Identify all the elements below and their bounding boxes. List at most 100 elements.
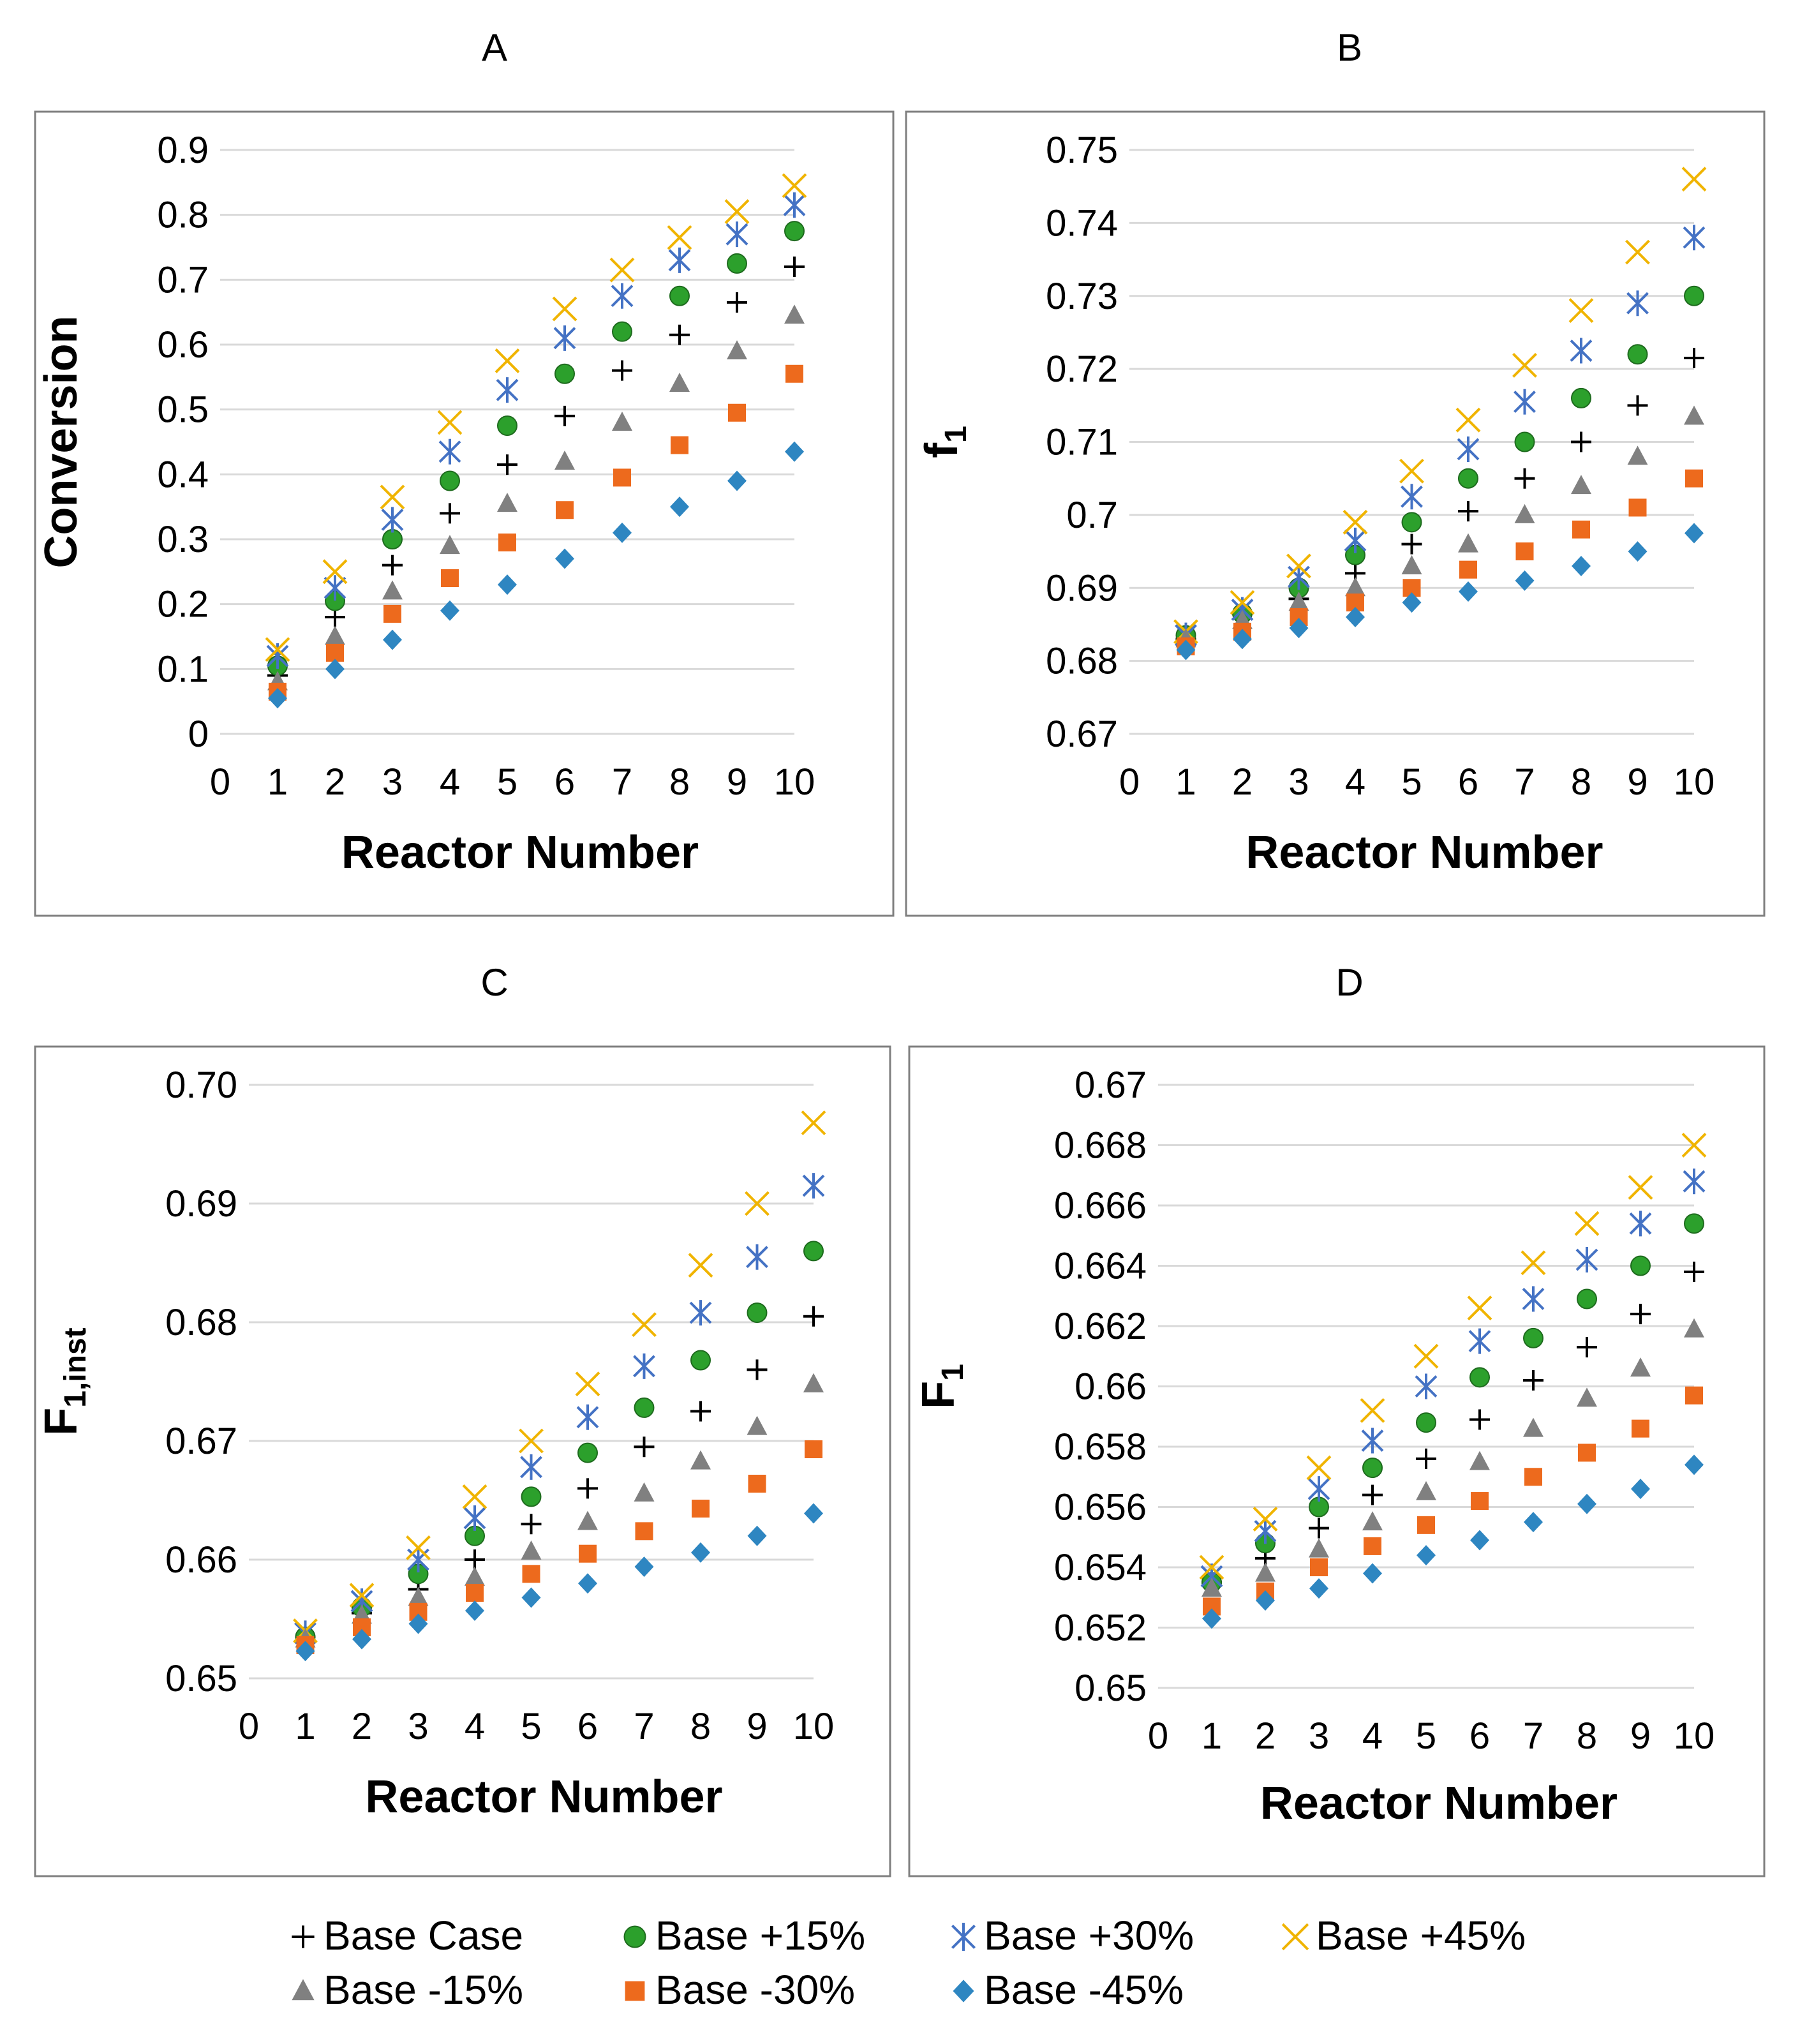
panel-a-point-base-minus30pct xyxy=(441,569,459,587)
panel-a-point-base-minus15pct xyxy=(727,340,747,360)
panel-b-point-base-plus30pct xyxy=(1457,436,1480,462)
panel-c-series-base-plus45pct xyxy=(293,1110,826,1644)
panel-b-y-tick-label: 0.74 xyxy=(1046,202,1118,244)
panel-d-point-base-minus15pct xyxy=(1577,1387,1597,1407)
panel-a-series-base-case xyxy=(267,257,805,686)
panel-c-point-base-plus45pct xyxy=(406,1535,431,1560)
panel-a-point-base-minus30pct xyxy=(671,436,688,454)
panel-c-point-base-plus45pct xyxy=(801,1110,826,1135)
panel-a-point-base-plus30pct xyxy=(496,377,519,403)
panel-d-point-base-plus30pct xyxy=(1629,1211,1652,1237)
panel-a-point-base-minus45pct xyxy=(670,496,689,518)
panel-c-point-base-case xyxy=(690,1401,711,1422)
panel-c-x-tick-label: 0 xyxy=(239,1706,259,1747)
panel-a-x-axis-label: Reactor Number xyxy=(341,827,699,878)
panel-a-point-base-case xyxy=(784,257,805,277)
panel-d-y-tick-label: 0.654 xyxy=(1054,1547,1147,1588)
panel-b-point-base-minus45pct xyxy=(1459,581,1478,602)
panel-d-x-tick-label: 0 xyxy=(1148,1715,1168,1757)
panel-c-point-base-minus15pct xyxy=(690,1450,711,1470)
panel-b-y-tick-label: 0.68 xyxy=(1046,641,1118,682)
panel-d-point-base-minus15pct xyxy=(1201,1578,1222,1597)
panel-c-point-base-plus30pct xyxy=(689,1300,712,1326)
legend-marker-base-minus15pct xyxy=(292,1979,315,2001)
panel-b-point-base-minus30pct xyxy=(1459,560,1477,579)
panel-d-x-tick-label: 5 xyxy=(1416,1715,1436,1757)
panel-a-x-tick-label: 0 xyxy=(210,761,230,803)
panel-d-series-base-minus30pct xyxy=(1203,1386,1703,1616)
panel-d-x-tick-label: 2 xyxy=(1255,1715,1276,1757)
panel-c-x-axis-label: Reactor Number xyxy=(365,1772,722,1823)
panel-b-point-base-case xyxy=(1458,501,1478,522)
panel-a-point-base-plus15pct xyxy=(554,363,575,384)
panel-d-point-base-minus45pct xyxy=(1577,1493,1596,1514)
panel-a-series-base-plus30pct xyxy=(266,192,806,669)
panel-d-point-base-plus45pct xyxy=(1681,1133,1707,1158)
panel-c-point-base-minus45pct xyxy=(465,1600,484,1621)
panel-a-y-tick-label: 0.3 xyxy=(157,519,209,560)
panel-c-point-base-minus15pct xyxy=(747,1415,768,1435)
panel-b-point-base-case xyxy=(1514,468,1535,489)
panel-c-point-base-plus30pct xyxy=(576,1404,599,1430)
panel-b-series-base-minus30pct xyxy=(1177,469,1703,655)
panel-a-x-tick-label: 4 xyxy=(440,761,460,803)
panel-a: A00.10.20.30.40.50.60.70.80.90 1 2 3 4 5 6 7 8 9 1… xyxy=(34,26,895,917)
panel-b-letter: B xyxy=(1337,26,1362,69)
panel-a-point-base-case xyxy=(382,555,403,576)
panel-a-point-base-plus45pct xyxy=(380,484,405,510)
panel-a-point-base-minus30pct xyxy=(613,468,631,487)
panel-d-point-base-plus15pct xyxy=(1684,1213,1704,1234)
panel-d-point-base-plus30pct xyxy=(1683,1168,1706,1195)
panel-a-point-base-minus15pct xyxy=(612,412,632,431)
panel-d-point-base-plus30pct xyxy=(1522,1286,1545,1312)
panel-c-point-base-plus15pct xyxy=(747,1302,768,1324)
legend-label-base-plus45pct: Base +45% xyxy=(1316,1913,1526,1958)
panel-b-point-base-minus15pct xyxy=(1288,592,1309,611)
panel-a-point-base-minus30pct xyxy=(785,364,803,383)
panel-b-point-base-minus45pct xyxy=(1402,592,1422,613)
panel-c-y-tick-label: 0.67 xyxy=(165,1421,237,1462)
panel-a-y-tick-label: 0.7 xyxy=(157,259,209,301)
panel-a-series-base-minus15pct xyxy=(267,304,805,690)
panel-a-point-base-minus15pct xyxy=(382,580,403,600)
panel-a-letter: A xyxy=(482,26,507,69)
panel-a-point-base-plus30pct xyxy=(668,247,691,273)
panel-d-point-base-minus15pct xyxy=(1362,1511,1383,1531)
legend-label-base-plus15pct: Base +15% xyxy=(655,1913,865,1958)
panel-b-point-base-minus30pct xyxy=(1572,520,1590,539)
panel-c-y-tick-label: 0.69 xyxy=(165,1183,237,1225)
panel-a-point-base-case xyxy=(727,292,747,313)
panel-b-point-base-minus45pct xyxy=(1515,570,1535,591)
panel-b-series-base-minus45pct xyxy=(1176,523,1704,660)
panel-a-frame xyxy=(34,110,895,917)
panel-b-point-base-minus45pct xyxy=(1572,555,1591,576)
panel-d-point-base-case xyxy=(1684,1261,1704,1282)
panel-c: C 0.65 0.66 0.67 0.68 0.69 0.70 0 1 2 3 4 5 6 7 8 9 10 Rea… xyxy=(34,961,891,1877)
panel-a-point-base-plus45pct xyxy=(724,199,750,224)
panel-a-point-base-minus15pct xyxy=(784,304,805,324)
panel-d-point-base-minus15pct xyxy=(1416,1481,1436,1500)
panel-c-point-base-plus30pct xyxy=(633,1353,655,1379)
panel-a-point-base-case xyxy=(554,405,575,426)
panel-c-point-base-plus45pct xyxy=(632,1312,657,1338)
panel-b-x-tick-label: 4 xyxy=(1345,761,1365,803)
panel-c-series-base-plus15pct xyxy=(295,1241,824,1647)
panel-d-y-tick-label: 0.662 xyxy=(1054,1306,1147,1347)
panel-b-point-base-minus45pct xyxy=(1628,541,1648,562)
panel-b-y-tick-label: 0.71 xyxy=(1046,422,1118,463)
panel-c-point-base-minus30pct xyxy=(805,1440,822,1459)
panel-d-point-base-minus30pct xyxy=(1578,1443,1596,1462)
panel-d-point-base-minus30pct xyxy=(1632,1419,1649,1438)
panel-a-point-base-minus45pct xyxy=(440,600,459,621)
panel-b-point-base-case xyxy=(1684,347,1704,368)
panel-a-point-base-plus45pct xyxy=(552,296,577,322)
panel-b-y-tick-label: 0.73 xyxy=(1046,276,1118,317)
panel-d-point-base-plus15pct xyxy=(1630,1255,1651,1276)
legend-marker-base-minus30pct xyxy=(625,1981,645,2001)
panel-d-x-tick-label: 8 xyxy=(1577,1715,1597,1757)
panel-d-point-base-minus30pct xyxy=(1524,1468,1542,1486)
panel-d-point-base-plus45pct xyxy=(1521,1250,1546,1276)
panel-d-point-base-minus30pct xyxy=(1417,1516,1435,1534)
panel-a-y-tick-label: 0.6 xyxy=(157,324,209,366)
panel-c-point-base-case xyxy=(521,1514,542,1535)
